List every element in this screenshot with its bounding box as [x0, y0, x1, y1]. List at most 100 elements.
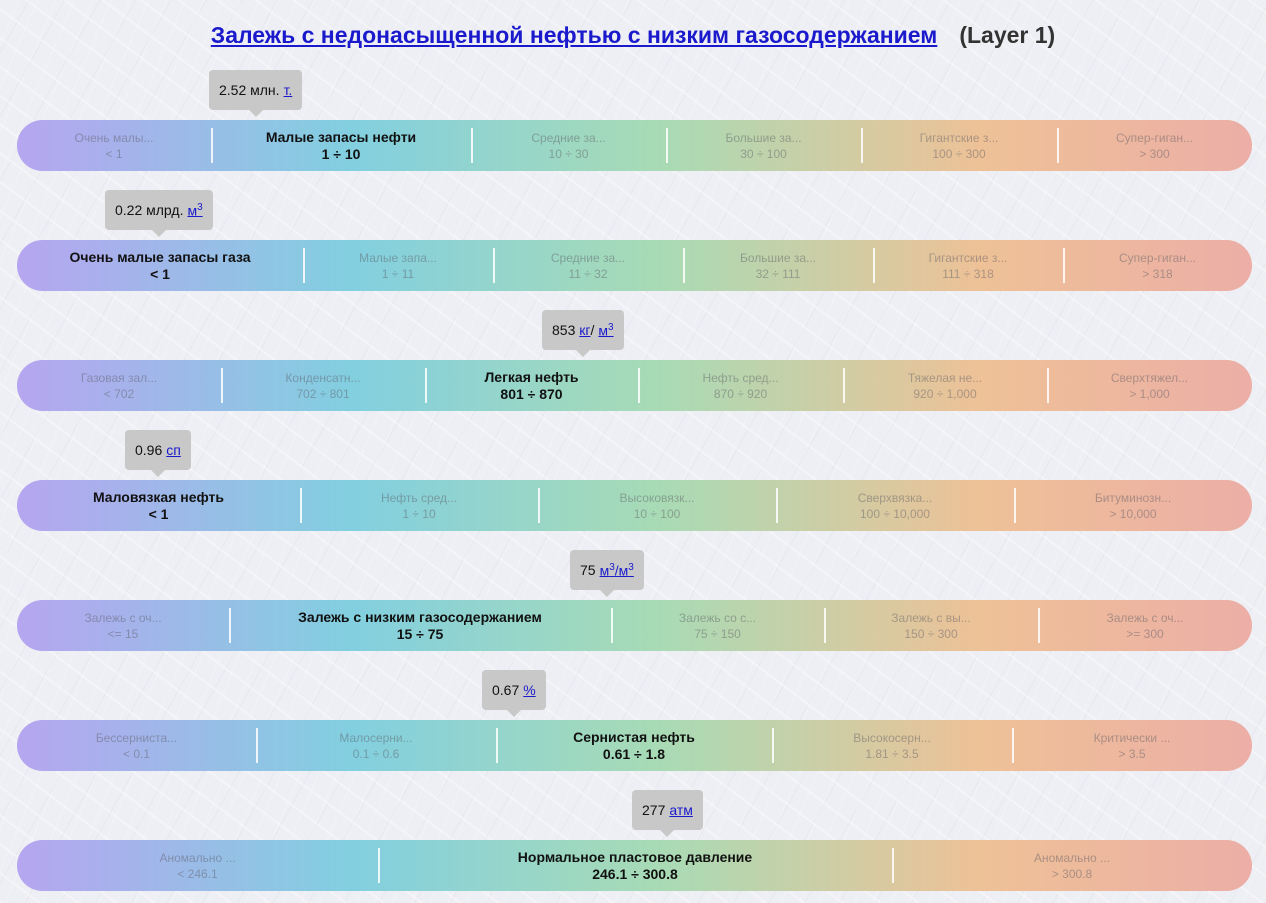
segment-name: Залежь со с... — [678, 610, 757, 625]
segment-name: Залежь с оч... — [84, 610, 162, 625]
scale-bar: Газовая зал... < 702 Конденсатн... 702 ÷ 8… — [17, 360, 1252, 411]
segment-range: > 318 — [1142, 266, 1173, 281]
segment-name: Тяжелая не... — [907, 370, 983, 385]
segment-name: Высоковязк... — [619, 490, 695, 505]
unit-superscript: 3 — [609, 561, 615, 573]
scale-segment: Залежь с оч... >= 300 — [1038, 600, 1252, 651]
scale-segment: Газовая зал... < 702 — [17, 360, 221, 411]
segment-range: 75 ÷ 150 — [694, 626, 741, 641]
value-number: 853 — [552, 322, 576, 338]
unit-prefix: млрд. — [146, 202, 184, 218]
segment-name: Конденсатн... — [285, 370, 361, 385]
scale-segment: Малые запа... 1 ÷ 11 — [303, 240, 493, 291]
value-tooltip: 277 атм — [632, 790, 703, 837]
value-number: 0.96 — [135, 442, 163, 458]
scale-segment-active: Маловязкая нефть < 1 — [17, 480, 300, 531]
segment-range: 920 ÷ 1,000 — [913, 386, 977, 401]
segment-name: Бессерниста... — [95, 730, 178, 745]
segment-range: 1 ÷ 11 — [381, 266, 415, 281]
unit-superscript: 3 — [197, 201, 203, 213]
unit-superscript: 3 — [608, 321, 614, 333]
segment-range: > 10,000 — [1109, 506, 1157, 521]
unit-link[interactable]: т. — [283, 82, 293, 98]
unit-separator: / — [590, 322, 595, 338]
scale-segment: Большие за... 30 ÷ 100 — [666, 120, 861, 171]
segment-name: Нормальное пластовое давление — [517, 848, 753, 865]
segment-range: 0.1 ÷ 0.6 — [352, 746, 400, 761]
unit-link[interactable]: атм — [669, 802, 693, 818]
scale-segment: Сверхвязка... 100 ÷ 10,000 — [776, 480, 1014, 531]
segment-name: Легкая нефть — [484, 368, 579, 385]
segment-name: Залежь с вы... — [891, 610, 971, 625]
scale-segment: Гигантские з... 111 ÷ 318 — [873, 240, 1063, 291]
segment-range: 801 ÷ 870 — [500, 385, 563, 402]
scale-segment: Критически ... > 3.5 — [1012, 720, 1252, 771]
value-tooltip: 0.67% — [482, 670, 546, 717]
segment-range: 702 ÷ 801 — [296, 386, 350, 401]
unit-text: м — [598, 322, 608, 339]
scale-segment: Супер-гиган... > 318 — [1063, 240, 1252, 291]
segment-name: Гигантские з... — [928, 250, 1008, 265]
segment-name: Нефть сред... — [702, 370, 779, 385]
segment-name: Гигантские з... — [919, 130, 999, 145]
segment-name: Средние за... — [550, 250, 626, 265]
segment-name: Высокосерн... — [853, 730, 931, 745]
scale-segment: Малосерни... 0.1 ÷ 0.6 — [256, 720, 496, 771]
value-tooltip: 2.52 млн. т. — [209, 70, 303, 117]
scale-segment-active: Очень малые запасы газа < 1 — [17, 240, 303, 291]
scale-segment: Высоковязк... 10 ÷ 100 — [538, 480, 776, 531]
scale-segment: Залежь с вы... 150 ÷ 300 — [824, 600, 1038, 651]
segment-range: > 1,000 — [1129, 386, 1170, 401]
scale-bar: Залежь с оч... <= 15 Залежь с низким газо… — [17, 600, 1252, 651]
scale-segment-active: Малые запасы нефти 1 ÷ 10 — [211, 120, 471, 171]
scale-segment: Залежь с оч... <= 15 — [17, 600, 229, 651]
segment-range: 1.81 ÷ 3.5 — [865, 746, 919, 761]
segment-name: Сверхвязка... — [857, 490, 933, 505]
segment-name: Сернистая нефть — [573, 728, 695, 745]
segment-range: < 1 — [105, 146, 123, 161]
value-tooltip: 853 кг / м3 — [542, 310, 624, 357]
title-link[interactable]: Залежь с недонасыщенной нефтью с низким … — [210, 22, 938, 48]
segment-range: 1 ÷ 10 — [321, 145, 361, 162]
segment-name: Аномально ... — [1033, 850, 1111, 865]
segment-range: 15 ÷ 75 — [396, 625, 444, 642]
scale-reservoir-pressure: 277 атм Аномально ... < 246.1 Нормальное п… — [17, 790, 1252, 891]
unit-link[interactable]: м3/м3 — [600, 562, 634, 579]
segment-name: Большие за... — [739, 250, 817, 265]
segment-range: < 0.1 — [122, 746, 151, 761]
segment-range: 0.61 ÷ 1.8 — [602, 745, 666, 762]
segment-name: Критически ... — [1093, 730, 1171, 745]
unit-link[interactable]: м3 — [187, 202, 202, 219]
unit-superscript-2: 3 — [628, 561, 634, 573]
value-number: 277 — [642, 802, 666, 818]
scale-segment-active: Нормальное пластовое давление 246.1 ÷ 300… — [378, 840, 892, 891]
segment-range: > 300.8 — [1051, 866, 1093, 881]
segment-name: Очень малые запасы газа — [69, 248, 251, 265]
value-tooltip: 75 м3/м3 — [570, 550, 644, 597]
unit-link[interactable]: сп — [166, 442, 181, 458]
segment-range: > 3.5 — [1118, 746, 1146, 761]
segment-name: Большие за... — [725, 130, 802, 145]
scale-bar: Очень малы... < 1 Малые запасы нефти 1 ÷ 1… — [17, 120, 1252, 171]
segment-name: Малые запа... — [359, 250, 437, 265]
value-tooltip: 0.96 сп — [125, 430, 191, 477]
scale-segment: Аномально ... > 300.8 — [892, 840, 1252, 891]
scale-gas-content: 75 м3/м3 Залежь с оч... <= 15 Залежь с низ… — [17, 550, 1252, 651]
segment-range: >= 300 — [1126, 626, 1164, 641]
segment-name: Малые запасы нефти — [265, 128, 417, 145]
scale-segment-active: Легкая нефть 801 ÷ 870 — [425, 360, 638, 411]
unit-link[interactable]: кг — [579, 322, 591, 338]
unit-link[interactable]: % — [523, 682, 536, 698]
scale-segment: Очень малы... < 1 — [17, 120, 211, 171]
scale-bar: Бессерниста... < 0.1 Малосерни... 0.1 ÷ 0.… — [17, 720, 1252, 771]
scale-segment: Нефть сред... 870 ÷ 920 — [638, 360, 843, 411]
scale-segment: Супер-гиган... > 300 — [1057, 120, 1252, 171]
segment-range: 32 ÷ 111 — [755, 266, 801, 281]
unit-link-2[interactable]: м3 — [598, 322, 613, 339]
segment-name: Залежь с оч... — [1106, 610, 1184, 625]
segment-range: 150 ÷ 300 — [904, 626, 958, 641]
segment-name: Маловязкая нефть — [92, 488, 225, 505]
scale-segment: Средние за... 10 ÷ 30 — [471, 120, 666, 171]
scale-segment-active: Сернистая нефть 0.61 ÷ 1.8 — [496, 720, 772, 771]
segment-range: 11 ÷ 32 — [568, 266, 608, 281]
